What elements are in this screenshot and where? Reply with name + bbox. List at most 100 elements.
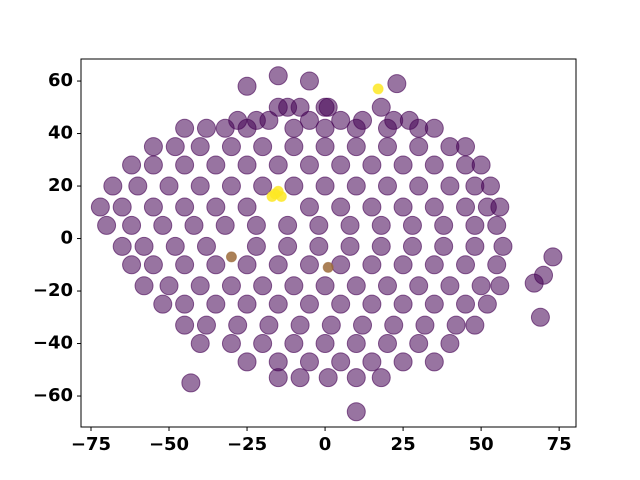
point [409, 334, 429, 354]
point [290, 315, 310, 335]
point [165, 137, 185, 157]
y-tick-label: −20 [33, 280, 73, 301]
point [409, 276, 429, 296]
point [237, 352, 257, 372]
point [393, 255, 413, 275]
point [440, 334, 460, 354]
point [97, 215, 117, 235]
point [465, 315, 485, 335]
point [190, 176, 210, 196]
point [284, 118, 304, 138]
point [153, 294, 173, 314]
point [315, 118, 335, 138]
point [184, 215, 204, 235]
point [371, 97, 391, 117]
point [268, 155, 288, 175]
point [290, 97, 310, 117]
point [143, 197, 163, 217]
point [228, 315, 248, 335]
point [215, 118, 235, 138]
point [465, 236, 485, 256]
point [237, 76, 257, 96]
point [346, 137, 366, 157]
point [221, 137, 241, 157]
point [284, 176, 304, 196]
point [530, 307, 550, 327]
point [196, 315, 216, 335]
points [90, 66, 563, 422]
point [331, 294, 351, 314]
point [103, 176, 123, 196]
point [362, 352, 382, 372]
point [225, 251, 237, 263]
point [346, 118, 366, 138]
point [268, 368, 288, 388]
point [299, 71, 319, 91]
point [322, 261, 334, 273]
y-tick-label: 20 [48, 175, 73, 196]
point [122, 155, 142, 175]
point [434, 236, 454, 256]
point [215, 215, 235, 235]
point [206, 155, 226, 175]
x-tick-label: 50 [469, 434, 494, 455]
point [221, 334, 241, 354]
point [402, 236, 422, 256]
y-tick-label: −40 [33, 333, 73, 354]
point [259, 110, 279, 130]
point [299, 255, 319, 275]
point [424, 294, 444, 314]
point [387, 74, 407, 94]
point [278, 215, 298, 235]
point [315, 276, 335, 296]
point [253, 276, 273, 296]
y-tick-label: −60 [33, 385, 73, 406]
point [331, 352, 351, 372]
point [346, 176, 366, 196]
point [372, 83, 384, 95]
point [143, 255, 163, 275]
point [340, 215, 360, 235]
point [315, 334, 335, 354]
point [377, 118, 397, 138]
point [253, 334, 273, 354]
point [465, 215, 485, 235]
point [434, 215, 454, 235]
x-tick-label: 25 [391, 434, 416, 455]
point [299, 294, 319, 314]
point [371, 368, 391, 388]
point [371, 215, 391, 235]
point [221, 276, 241, 296]
point [272, 185, 284, 197]
point [456, 137, 476, 157]
point [393, 197, 413, 217]
point [493, 236, 513, 256]
point [196, 118, 216, 138]
point [318, 368, 338, 388]
point [490, 276, 510, 296]
x-tick-label: −75 [71, 434, 111, 455]
point [237, 118, 257, 138]
point [299, 110, 319, 130]
point [409, 137, 429, 157]
point [268, 66, 288, 86]
point [206, 294, 226, 314]
point [490, 197, 510, 217]
point [143, 155, 163, 175]
point [377, 137, 397, 157]
point [237, 294, 257, 314]
point [190, 137, 210, 157]
point [159, 176, 179, 196]
point [284, 276, 304, 296]
point [424, 197, 444, 217]
y-tick-label: 60 [48, 70, 73, 91]
point [175, 155, 195, 175]
point [237, 255, 257, 275]
point [331, 255, 351, 275]
x-tick-label: 0 [319, 434, 332, 455]
point [278, 236, 298, 256]
point [340, 236, 360, 256]
point [134, 236, 154, 256]
point [471, 276, 491, 296]
point [299, 197, 319, 217]
